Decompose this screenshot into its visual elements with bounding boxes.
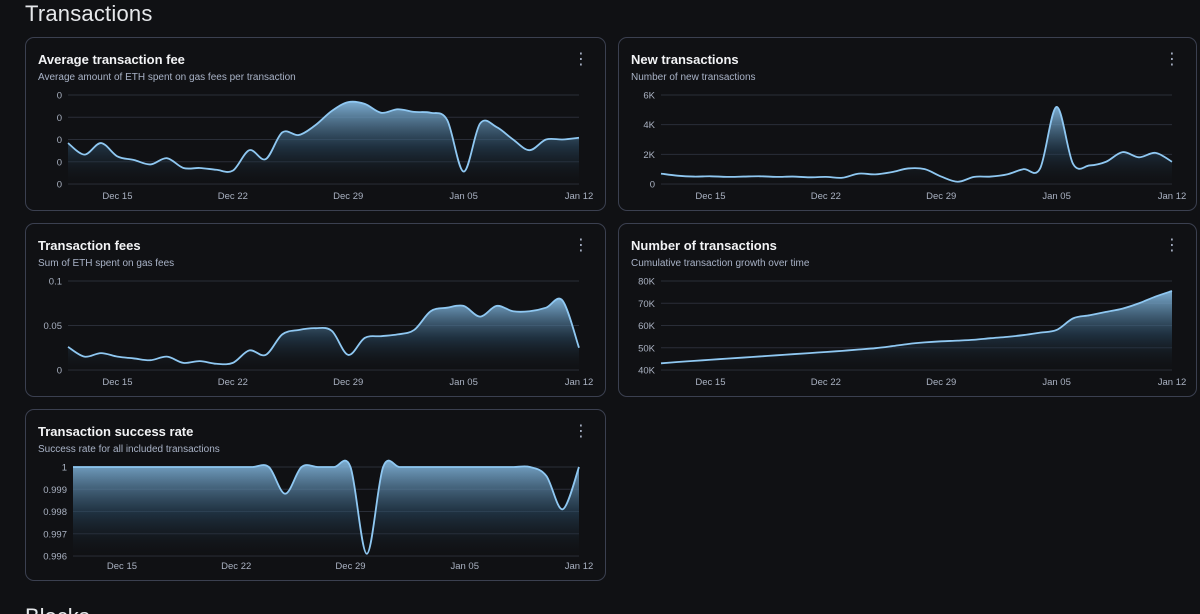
x-tick-label: Dec 22 <box>811 191 841 202</box>
y-tick-label: 0.999 <box>43 485 67 496</box>
x-tick-label: Dec 29 <box>333 191 363 202</box>
x-tick-label: Dec 22 <box>811 377 841 388</box>
y-tick-label: 60K <box>638 321 656 332</box>
chart-title: Transaction success rate <box>38 424 194 439</box>
more-vertical-icon[interactable]: ⋮ <box>573 237 589 254</box>
x-tick-label: Dec 29 <box>926 377 956 388</box>
x-tick-label: Dec 15 <box>695 377 725 388</box>
series-area <box>73 460 579 556</box>
chart-svg: 0 0 0 0 0 Dec 15 Dec 22 Dec 29 Jan 05 Jan 12 <box>57 91 594 203</box>
chart-card-average-transaction-fee: Average transaction fee Average amount o… <box>25 37 606 211</box>
series-line <box>67 100 580 173</box>
chart-card-transaction-fees: Transaction fees Sum of ETH spent on gas… <box>25 223 606 397</box>
chart-subtitle: Success rate for all included transactio… <box>38 444 220 455</box>
x-tick-label: Jan 05 <box>1042 377 1071 388</box>
x-tick-label: Dec 29 <box>335 561 365 572</box>
x-tick-label: Dec 15 <box>107 561 137 572</box>
y-tick-label: 50K <box>638 343 656 354</box>
x-tick-label: Jan 05 <box>449 191 478 202</box>
y-tick-label: 6K <box>643 91 655 102</box>
chart-title: Number of transactions <box>631 238 777 253</box>
y-tick-label: 80K <box>638 277 656 288</box>
y-tick-label: 0.05 <box>44 321 63 332</box>
chart-card-new-transactions: New transactions Number of new transacti… <box>618 37 1197 211</box>
chart-svg: 0 0.05 0.1 Dec 15 Dec 22 Dec 29 Jan 05 Jan 12 <box>44 277 594 389</box>
y-tick-label: 0 <box>57 157 62 168</box>
series-line <box>660 105 1173 183</box>
series-area <box>661 291 1172 370</box>
x-tick-label: Dec 15 <box>102 377 132 388</box>
y-tick-label: 0.998 <box>43 507 67 518</box>
x-tick-label: Jan 12 <box>1158 191 1187 202</box>
chart-title: New transactions <box>631 52 739 67</box>
x-tick-label: Jan 05 <box>450 561 479 572</box>
x-tick-label: Jan 05 <box>449 377 478 388</box>
chart-svg: 0.996 0.997 0.998 0.999 1 Dec 15 Dec 22 Dec 29 J… <box>43 459 594 572</box>
x-tick-label: Dec 22 <box>218 191 248 202</box>
y-tick-label: 1 <box>62 463 67 474</box>
more-vertical-icon[interactable]: ⋮ <box>1164 51 1180 68</box>
y-tick-label: 40K <box>638 366 656 377</box>
next-section-title: Blocks <box>25 604 90 614</box>
series-area <box>661 106 1172 184</box>
chart-svg: 0 2K 4K 6K Dec 15 Dec 22 Dec 29 Jan 05 Jan 12 <box>643 91 1187 203</box>
series-area <box>68 298 579 370</box>
chart-subtitle: Average amount of ETH spent on gas fees … <box>38 72 296 83</box>
y-tick-label: 0.1 <box>49 277 62 288</box>
x-tick-label: Dec 15 <box>102 191 132 202</box>
chart-subtitle: Cumulative transaction growth over time <box>631 258 810 269</box>
series-line <box>73 459 580 555</box>
more-vertical-icon[interactable]: ⋮ <box>573 51 589 68</box>
x-tick-label: Dec 15 <box>695 191 725 202</box>
y-tick-label: 4K <box>643 120 655 131</box>
page-title: Transactions <box>25 1 153 26</box>
x-tick-label: Jan 12 <box>1158 377 1187 388</box>
y-tick-label: 70K <box>638 299 656 310</box>
y-tick-label: 0.996 <box>43 552 67 563</box>
x-tick-label: Jan 12 <box>565 191 594 202</box>
x-tick-label: Jan 12 <box>565 377 594 388</box>
chart-svg: 40K 50K 60K 70K 80K Dec 15 Dec 22 Dec 29 Jan 05 J… <box>638 277 1187 389</box>
chart-subtitle: Number of new transactions <box>631 72 756 83</box>
x-tick-label: Jan 05 <box>1042 191 1071 202</box>
y-tick-label: 0 <box>57 91 62 102</box>
chart-subtitle: Sum of ETH spent on gas fees <box>38 258 175 269</box>
series-area <box>68 101 579 184</box>
more-vertical-icon[interactable]: ⋮ <box>1164 237 1180 254</box>
x-tick-label: Dec 22 <box>218 377 248 388</box>
x-tick-label: Dec 29 <box>926 191 956 202</box>
series-line <box>660 290 1173 365</box>
x-tick-label: Jan 12 <box>565 561 594 572</box>
y-tick-label: 0.997 <box>43 529 67 540</box>
y-tick-label: 0 <box>57 135 62 146</box>
y-tick-label: 2K <box>643 150 655 161</box>
y-tick-label: 0 <box>650 180 655 191</box>
chart-title: Transaction fees <box>38 238 141 253</box>
chart-card-number-of-transactions: Number of transactions Cumulative transa… <box>618 223 1197 397</box>
y-tick-label: 0 <box>57 113 62 124</box>
more-vertical-icon[interactable]: ⋮ <box>573 423 589 440</box>
x-tick-label: Dec 22 <box>221 561 251 572</box>
y-tick-label: 0 <box>57 180 62 191</box>
y-tick-label: 0 <box>57 366 62 377</box>
series-line <box>67 297 580 366</box>
chart-title: Average transaction fee <box>38 52 185 67</box>
chart-card-transaction-success-rate: Transaction success rate Success rate fo… <box>25 409 606 581</box>
x-tick-label: Dec 29 <box>333 377 363 388</box>
